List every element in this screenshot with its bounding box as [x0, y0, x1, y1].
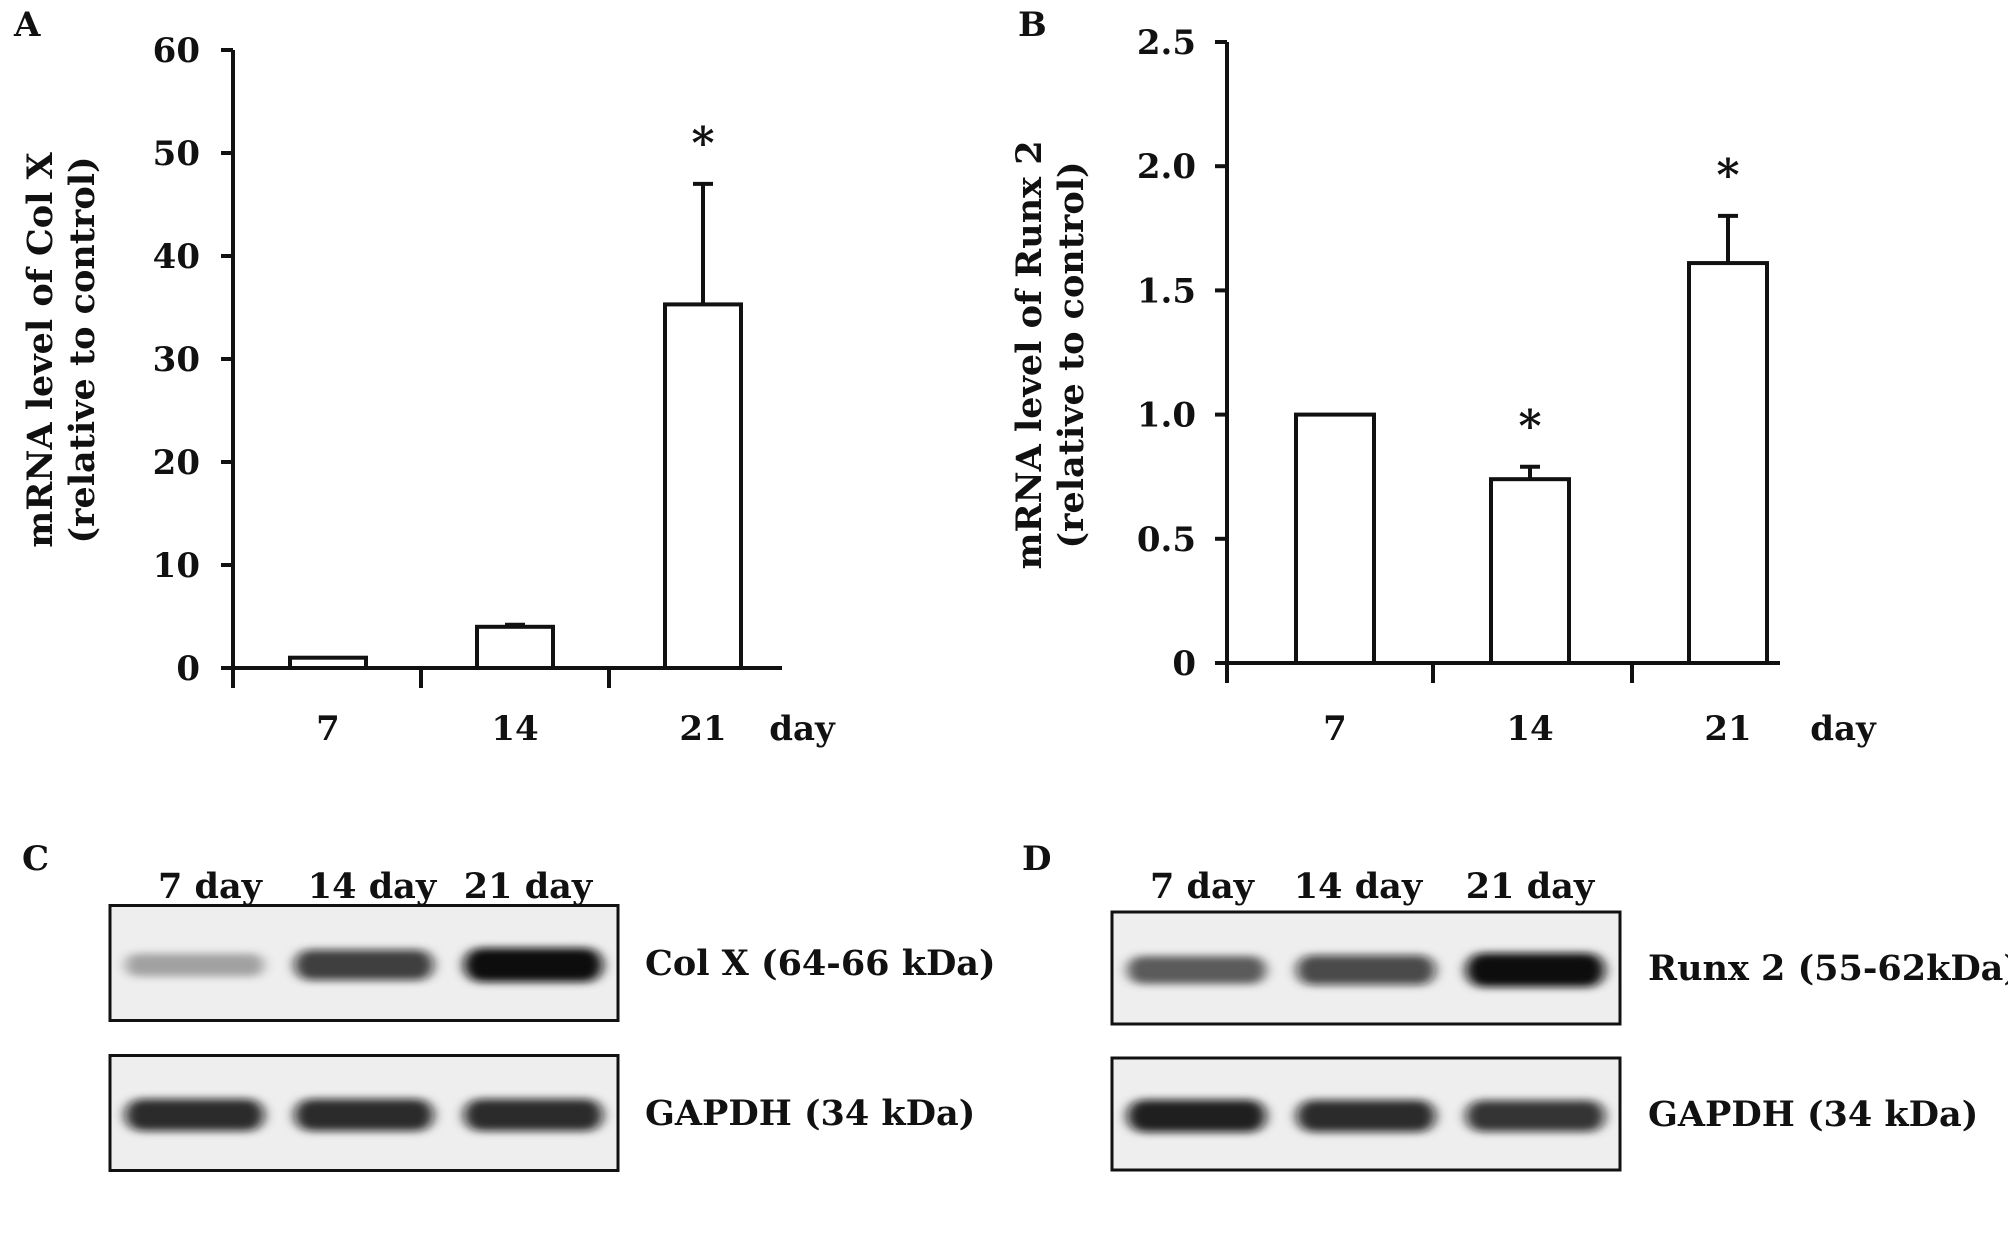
blot-frame — [1110, 1056, 1622, 1172]
y-tick-label: 0 — [1172, 644, 1196, 684]
y-axis-title-line2: (relative to control) — [62, 156, 103, 543]
western-blot-panel-d: D 7 day 14 day 21 day Runx 2 (55-62kDa) GAP… — [1022, 839, 2008, 1172]
x-tick-label: 14 — [491, 709, 538, 749]
protein-band — [125, 953, 265, 977]
y-tick-label: 0 — [176, 649, 200, 689]
y-axis-b: 0 0.5 1.0 1.5 2.0 2.5 — [1137, 23, 1229, 684]
bar — [475, 624, 555, 670]
x-tick-label: 21 — [679, 709, 726, 749]
protein-band — [1296, 1100, 1436, 1132]
y-tick-label: 0.5 — [1137, 520, 1196, 560]
protein-band — [463, 1099, 603, 1131]
y-axis-title-line1: mRNA level of Col X — [20, 151, 61, 547]
lane-label: 7 day — [1150, 866, 1256, 907]
panel-letter-c: C — [22, 839, 49, 879]
lane-labels-c: 7 day 14 day 21 day — [158, 866, 594, 907]
blot-row: Runx 2 (55-62kDa) — [1110, 910, 2008, 1026]
blot-row: GAPDH (34 kDa) — [108, 1054, 975, 1172]
blot-row: GAPDH (34 kDa) — [1110, 1056, 1978, 1172]
y-axis-title-line1: mRNA level of Runx 2 — [1009, 140, 1050, 569]
bar — [1687, 261, 1769, 665]
panel-letter-b: B — [1018, 5, 1047, 45]
chart-panel-a: A mRNA level of Col X (relative to contr… — [13, 5, 836, 749]
band-label: GAPDH (34 kDa) — [645, 1093, 975, 1134]
lane-label: 21 day — [1466, 866, 1596, 907]
blot-row: Col X (64-66 kDa) — [108, 904, 996, 1022]
bar — [1489, 477, 1571, 665]
band-label: Col X (64-66 kDa) — [645, 943, 996, 984]
lane-label: 7 day — [158, 866, 264, 907]
protein-band — [1127, 1099, 1267, 1133]
x-tick-label: 21 — [1704, 709, 1751, 749]
bars-b: ** — [1294, 150, 1769, 665]
y-tick-label: 60 — [153, 31, 200, 71]
significance-marker: * — [691, 118, 714, 169]
protein-band — [294, 949, 434, 981]
panel-letter-d: D — [1022, 839, 1051, 879]
western-blot-panel-c: C 7 day 14 day 21 day Col X (64-66 kDa) GAP… — [22, 839, 996, 1172]
bars-a: * — [288, 118, 743, 671]
x-tick-label: 14 — [1506, 709, 1553, 749]
protein-band — [463, 948, 603, 982]
y-tick-label: 30 — [153, 340, 200, 380]
lane-label: 14 day — [1294, 866, 1424, 907]
y-tick-label: 1.5 — [1137, 271, 1196, 311]
protein-band — [1465, 953, 1605, 987]
bar — [663, 302, 743, 670]
protein-band — [1127, 956, 1267, 984]
band-label: Runx 2 (55-62kDa) — [1648, 948, 2008, 989]
lane-labels-d: 7 day 14 day 21 day — [1150, 866, 1596, 907]
protein-band — [125, 1099, 265, 1131]
blot-frame — [108, 904, 620, 1022]
lane-label: 21 day — [464, 866, 594, 907]
y-axis-title-b: mRNA level of Runx 2 (relative to contro… — [1009, 140, 1092, 569]
chart-panel-b: B mRNA level of Runx 2 (relative to cont… — [1009, 5, 1877, 749]
bar — [1294, 412, 1376, 665]
significance-marker: * — [1518, 401, 1541, 452]
y-tick-label: 2.5 — [1137, 23, 1196, 63]
y-tick-label: 40 — [153, 237, 200, 277]
y-tick-label: 2.0 — [1137, 147, 1196, 187]
x-tick-label: 7 — [1323, 709, 1347, 749]
x-axis-unit-label: day — [1810, 709, 1877, 749]
y-axis-title-a: mRNA level of Col X (relative to control… — [20, 151, 103, 547]
blot-rows-d: Runx 2 (55-62kDa) GAPDH (34 kDa) — [1110, 910, 2008, 1172]
panel-letter-a: A — [13, 5, 41, 45]
x-axis-unit-label: day — [769, 709, 836, 749]
x-axis-b: 7 14 21 day — [1225, 661, 1877, 749]
y-tick-label: 20 — [153, 443, 200, 483]
y-tick-label: 10 — [153, 546, 200, 586]
significance-marker: * — [1716, 150, 1739, 201]
blot-frame — [108, 1054, 620, 1172]
protein-band — [294, 1099, 434, 1131]
y-tick-label: 1.0 — [1137, 396, 1196, 436]
blot-frame — [1110, 910, 1622, 1026]
protein-band — [1296, 955, 1436, 985]
lane-label: 14 day — [308, 866, 438, 907]
blot-rows-c: Col X (64-66 kDa) GAPDH (34 kDa) — [108, 904, 996, 1172]
x-tick-label: 7 — [316, 709, 340, 749]
y-axis-a: 0 10 20 30 40 50 60 — [153, 31, 235, 689]
protein-band — [1465, 1100, 1605, 1132]
band-label: GAPDH (34 kDa) — [1648, 1094, 1978, 1135]
y-tick-label: 50 — [153, 134, 200, 174]
x-axis-a: 7 14 21 day — [231, 666, 836, 749]
y-axis-title-line2: (relative to control) — [1051, 161, 1092, 548]
